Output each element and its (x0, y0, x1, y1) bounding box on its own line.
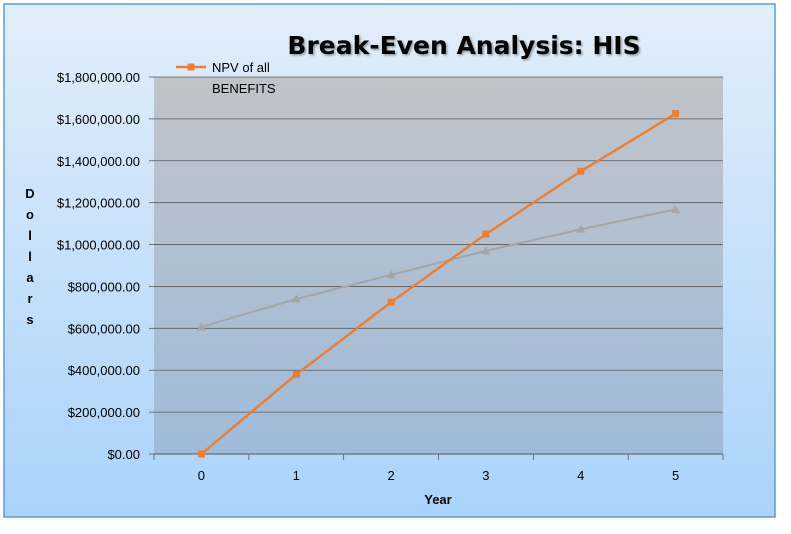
series-group (196, 110, 681, 458)
y-axis-title-letter: r (27, 291, 32, 306)
data-point-square (292, 370, 300, 378)
y-axis-tick-labels: $0.00 $200,000.00 $400,000.00 $600,000.00 $8… (57, 70, 140, 462)
data-point-triangle (481, 246, 491, 255)
data-point-triangle (671, 204, 681, 213)
y-tick-label: $200,000.00 (68, 405, 140, 420)
y-axis-title-letter: a (26, 270, 34, 285)
y-tick-label: $800,000.00 (68, 279, 140, 294)
y-axis-title-letter: o (26, 207, 34, 222)
legend-label: NPV of all BENEFITS (212, 60, 276, 96)
x-axis (153, 453, 724, 460)
data-point-triangle (576, 224, 586, 233)
y-axis-title-letter: l (28, 228, 32, 243)
data-point-triangle (386, 270, 396, 279)
x-tick-label: 5 (672, 468, 679, 483)
data-point-square (577, 167, 585, 175)
data-point-square (672, 110, 680, 118)
plot-area (154, 77, 723, 454)
gridlines (149, 76, 723, 455)
y-tick-label: $1,000,000.00 (57, 238, 140, 253)
x-tick-label: 1 (293, 468, 300, 483)
y-axis-title-letter: s (26, 312, 33, 327)
y-tick-label: $0.00 (107, 447, 140, 462)
data-point-triangle (291, 294, 301, 303)
series-line (200, 112, 677, 455)
x-tick-label: 2 (387, 468, 394, 483)
y-tick-label: $1,200,000.00 (57, 196, 140, 211)
x-axis-title: Year (424, 492, 451, 507)
y-tick-label: $600,000.00 (68, 321, 140, 336)
legend-marker (187, 63, 195, 71)
y-tick-label: $1,600,000.00 (57, 112, 140, 127)
data-point-square (197, 450, 205, 458)
chart-title: Break-Even Analysis: HIS (287, 31, 640, 60)
y-tick-label: $400,000.00 (68, 363, 140, 378)
legend: NPV of all BENEFITS (176, 60, 276, 96)
x-tick-label: 3 (482, 468, 489, 483)
data-point-square (482, 230, 490, 238)
y-axis-title-letter: D (25, 186, 34, 201)
y-tick-label: $1,800,000.00 (57, 70, 140, 85)
data-point-triangle (196, 322, 206, 331)
y-axis-title-letter: l (28, 249, 32, 264)
data-point-square (387, 298, 395, 306)
y-tick-label: $1,400,000.00 (57, 154, 140, 169)
x-tick-label: 4 (577, 468, 584, 483)
x-axis-tick-labels: 0 1 2 3 4 5 (198, 468, 679, 483)
series-line (201, 208, 676, 328)
x-tick-label: 0 (198, 468, 205, 483)
